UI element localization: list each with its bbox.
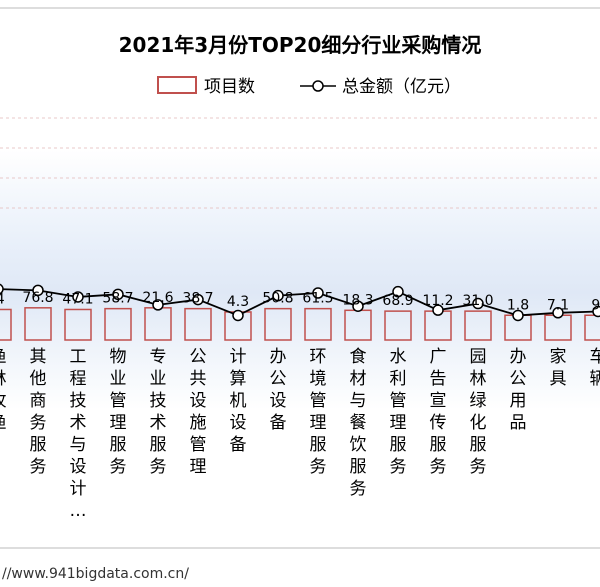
bar — [384, 310, 412, 341]
line-marker — [432, 304, 444, 316]
line-marker — [512, 309, 524, 322]
legend: 项目数 总金额（亿元） — [157, 76, 461, 97]
category-label: 其他商务服务 — [30, 347, 47, 477]
category-label: 物业管理服务 — [110, 347, 127, 477]
data-label: .4 — [0, 291, 5, 307]
data-label: 76.8 — [22, 290, 53, 306]
source-text: //www.941bigdata.com.cn/ — [2, 566, 189, 582]
data-label: 1.8 — [507, 297, 529, 313]
line-marker — [312, 287, 324, 299]
line-marker — [32, 284, 44, 297]
line-marker — [192, 293, 204, 306]
data-label: 11.2 — [422, 293, 453, 309]
line-marker — [72, 291, 84, 303]
category-label: 水利管理服务 — [390, 347, 407, 477]
category-label: 工程技术与设计… — [70, 347, 87, 521]
data-label: 7.1 — [547, 297, 569, 313]
category-label: 专业技术服务 — [150, 347, 167, 477]
bar — [24, 307, 52, 341]
category-label: 办公用品 — [510, 347, 527, 433]
category-label: 环境管理服务 — [310, 347, 327, 477]
data-label: 50.8 — [262, 291, 293, 307]
data-label: 61.5 — [302, 291, 333, 307]
bar — [464, 310, 492, 341]
amount-line — [0, 283, 600, 322]
data-label: 4.3 — [227, 294, 249, 310]
bar — [304, 307, 332, 341]
line-marker — [472, 297, 484, 310]
category-label: 办公设备 — [270, 347, 287, 433]
category-label: 广告宣传服务 — [430, 347, 447, 477]
plot-band — [0, 150, 600, 410]
data-labels: .4 76.8 47.1 58.7 21.6 38.7 4.3 50.8 61.5 18.3 68.… — [0, 290, 600, 313]
data-label: 9. — [591, 297, 600, 313]
data-label: 18.3 — [342, 292, 373, 308]
line-marker — [112, 288, 124, 301]
line-marker — [392, 285, 404, 298]
bar — [184, 307, 212, 341]
category-label: 车辆 — [590, 347, 600, 389]
chart-title: 2021年3月份TOP20细分行业采购情况 — [119, 33, 482, 57]
data-label: 58.7 — [102, 291, 133, 307]
line-marker — [0, 283, 4, 295]
category-label: 食材与餐饮服务 — [350, 347, 367, 499]
line-marker — [352, 300, 364, 312]
category-label: 家具 — [550, 347, 567, 389]
legend-bar-swatch — [157, 76, 197, 94]
data-label: 31.0 — [462, 293, 493, 309]
line-marker — [592, 305, 600, 318]
line-marker — [232, 309, 244, 322]
category-label: 园林绿化服务 — [470, 347, 487, 477]
data-label: 47.1 — [62, 291, 93, 307]
data-label: 21.6 — [142, 290, 173, 306]
legend-line-marker — [312, 80, 324, 92]
gridlines — [0, 117, 600, 209]
category-label: 公共设施管理 — [190, 347, 207, 477]
data-label: 38.7 — [182, 291, 213, 307]
category-labels: 渔林牧渔 其他商务服务 工程技术与设计… 物业管理服务 专业技术服务 公共设施管理 计算机设… — [0, 347, 600, 521]
data-label: 68.9 — [382, 293, 413, 309]
line-path — [0, 288, 599, 317]
line-marker — [272, 289, 284, 302]
bar — [264, 307, 292, 341]
line-marker — [152, 299, 164, 311]
category-label: 计算机设备 — [230, 347, 247, 455]
legend-bar-label: 项目数 — [204, 77, 255, 97]
bar — [64, 308, 92, 341]
bar — [0, 308, 12, 341]
legend-line-label: 总金额（亿元） — [342, 77, 461, 97]
category-label: 渔林牧渔 — [0, 347, 7, 433]
bar — [104, 307, 132, 341]
line-marker — [552, 307, 564, 319]
